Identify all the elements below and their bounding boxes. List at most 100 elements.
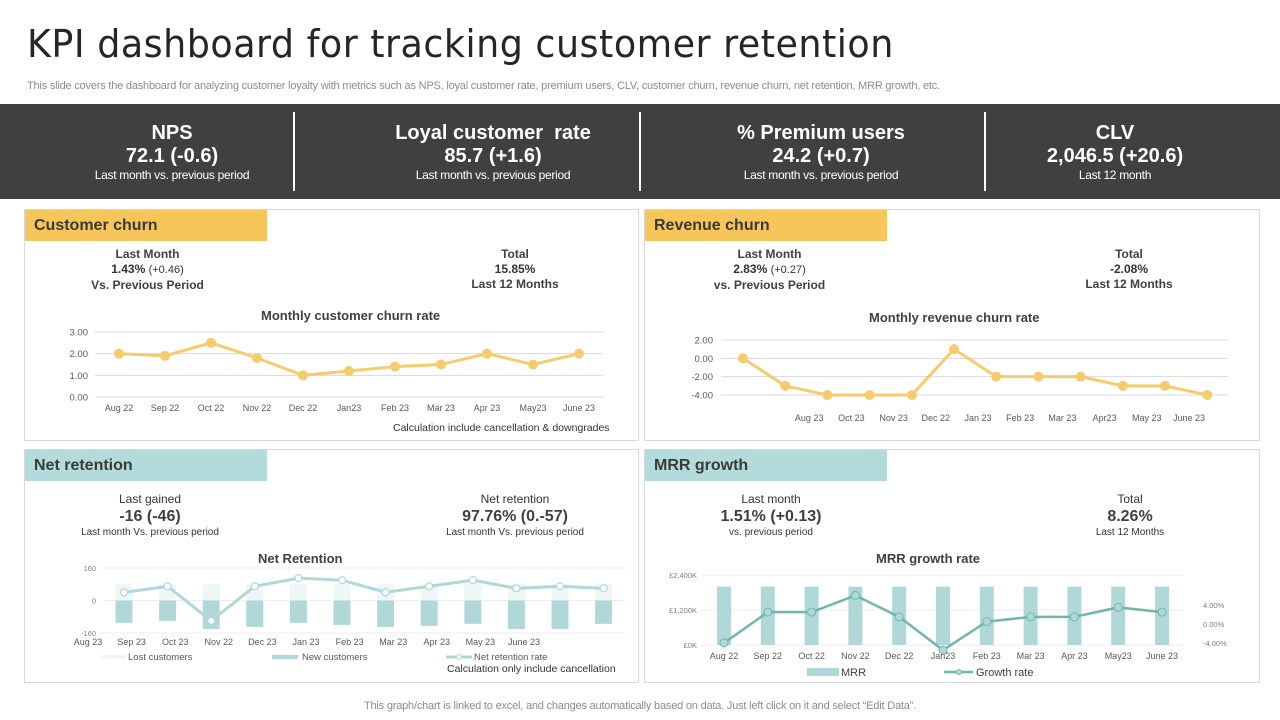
x-tick-label: June 23 (1146, 651, 1178, 661)
chart-title: Monthly customer churn rate (261, 308, 441, 323)
y-tick-label: -4.00 (691, 391, 713, 402)
chart-note: Calculation only include cancellation (447, 663, 616, 675)
kpi-premium-users: % Premium users 24.2 (+0.7) Last month v… (666, 104, 976, 199)
stat-delta: (+0.27) (770, 264, 806, 276)
y-tick-label-left: £1,200K (669, 606, 697, 615)
x-tick-label: Oct 23 (838, 413, 865, 423)
x-tick-label: Aug 23 (74, 637, 103, 647)
data-point (850, 591, 860, 600)
data-point (1026, 612, 1036, 622)
y-tick-label: 0 (92, 597, 96, 606)
stat-delta: (+0.46) (148, 264, 184, 276)
new-customers-bar (551, 600, 569, 629)
data-point (163, 582, 172, 591)
chart-title: Monthly revenue churn rate (869, 310, 1040, 325)
data-point (436, 359, 446, 370)
x-tick-label: Mar 23 (427, 403, 455, 413)
data-point (114, 348, 124, 359)
kpi-sub: Last month vs. previous period (743, 168, 899, 182)
lost-customers-bar (551, 584, 569, 601)
data-point (294, 574, 303, 583)
lost-customers-bar (464, 584, 482, 601)
kpi-title: Loyal customer rate (395, 122, 591, 144)
x-tick-label: Jan 23 (964, 413, 991, 423)
x-tick-label: June 23 (563, 403, 595, 413)
data-point (482, 348, 492, 359)
kpi-divider (639, 112, 641, 191)
data-point (252, 353, 262, 363)
data-point (763, 607, 773, 617)
x-tick-label: Feb 23 (336, 637, 364, 647)
lost-customers-bar (289, 584, 307, 601)
data-point (1160, 380, 1170, 391)
net-retention-panel: Net retention Last gained -16 (-46) Last… (24, 449, 639, 683)
x-tick-label: Dec 22 (289, 403, 318, 413)
data-point (1075, 371, 1086, 382)
new-customers-bar (159, 600, 177, 621)
data-point (807, 607, 817, 617)
new-customers-bar (377, 600, 395, 627)
total-stat: Total -2.08% Last 12 Months (1059, 247, 1199, 292)
stat-label: Last month (741, 492, 801, 506)
legend-label: Lost customers (128, 652, 193, 663)
kpi-loyal-customer-rate: Loyal customer rate 85.7 (+1.6) Last mon… (340, 104, 646, 199)
data-point (298, 370, 308, 381)
x-tick-label: Aug 22 (710, 651, 739, 661)
x-tick-label: Mar 23 (379, 637, 407, 647)
stat-sub: vs. Previous Period (713, 278, 826, 292)
x-tick-label: Nov 22 (205, 637, 234, 647)
stat-sub: vs. previous period (729, 527, 813, 538)
last-month-stat: Last Month 2.83% (+0.27) vs. Previous Pe… (687, 247, 852, 293)
x-tick-label: Apr 23 (474, 403, 501, 413)
y-tick-label: -160 (81, 629, 96, 638)
chart-title: Net Retention (258, 551, 343, 566)
kpi-title: CLV (1095, 122, 1135, 144)
data-point (528, 359, 538, 370)
data-point (719, 638, 729, 648)
stat-sub: Last 12 Months (1085, 277, 1173, 291)
legend-swatch-lost (100, 655, 126, 659)
data-point (894, 612, 904, 622)
x-tick-label: Aug 23 (795, 413, 824, 423)
x-tick-label: Dec 22 (885, 651, 914, 661)
data-point (1069, 612, 1079, 622)
legend-swatch-mrr (807, 668, 839, 676)
data-point (1117, 380, 1128, 391)
page-subtitle: This slide covers the dashboard for anal… (27, 80, 940, 92)
kpi-nps: NPS 72.1 (-0.6) Last month vs. previous … (24, 104, 320, 199)
x-tick-label: Nov 23 (879, 413, 908, 423)
y-tick-label: 1.00 (70, 371, 89, 382)
stat-sub: Last month Vs. previous period (81, 527, 219, 538)
panel-header: Revenue churn (645, 210, 887, 241)
mrr-bar (979, 586, 994, 645)
total-stat: Total 8.26% Last 12 Months (1065, 492, 1195, 539)
kpi-value: 2,046.5 (+20.6) (1046, 145, 1184, 167)
panel-header: Net retention (25, 450, 267, 481)
stat-label: Last Month (115, 247, 180, 261)
data-point (119, 588, 129, 597)
total-stat: Total 15.85% Last 12 Months (445, 247, 585, 292)
stat-label: Total (1115, 247, 1143, 261)
x-tick-label: Apr 23 (424, 637, 451, 647)
legend-swatch-new (272, 655, 298, 659)
x-tick-label: May23 (519, 403, 546, 413)
stat-label: Total (1117, 492, 1143, 506)
data-point (160, 350, 170, 361)
footer-note: This graph/chart is linked to excel, and… (364, 700, 916, 712)
stat-value: 1.51% (+0.13) (720, 508, 822, 525)
kpi-divider (293, 112, 295, 191)
kpi-sub: Last month vs. previous period (94, 168, 250, 182)
x-tick-label: Mar 23 (1048, 413, 1076, 423)
last-month-stat: Last month 1.51% (+0.13) vs. previous pe… (691, 492, 851, 539)
new-customers-bar (333, 600, 351, 625)
kpi-sub: Last month vs. previous period (415, 168, 571, 182)
data-point (991, 371, 1002, 382)
x-tick-label: Sep 22 (754, 651, 783, 661)
stat-value: 15.85% (494, 262, 536, 276)
data-point (207, 616, 216, 625)
legend-marker (456, 654, 462, 660)
legend-label: Net retention rate (474, 652, 547, 663)
kpi-value: 85.7 (+1.6) (444, 145, 542, 167)
stat-sub: Vs. Previous Period (91, 278, 204, 292)
last-gained-stat: Last gained -16 (-46) Last month Vs. pre… (65, 492, 235, 539)
